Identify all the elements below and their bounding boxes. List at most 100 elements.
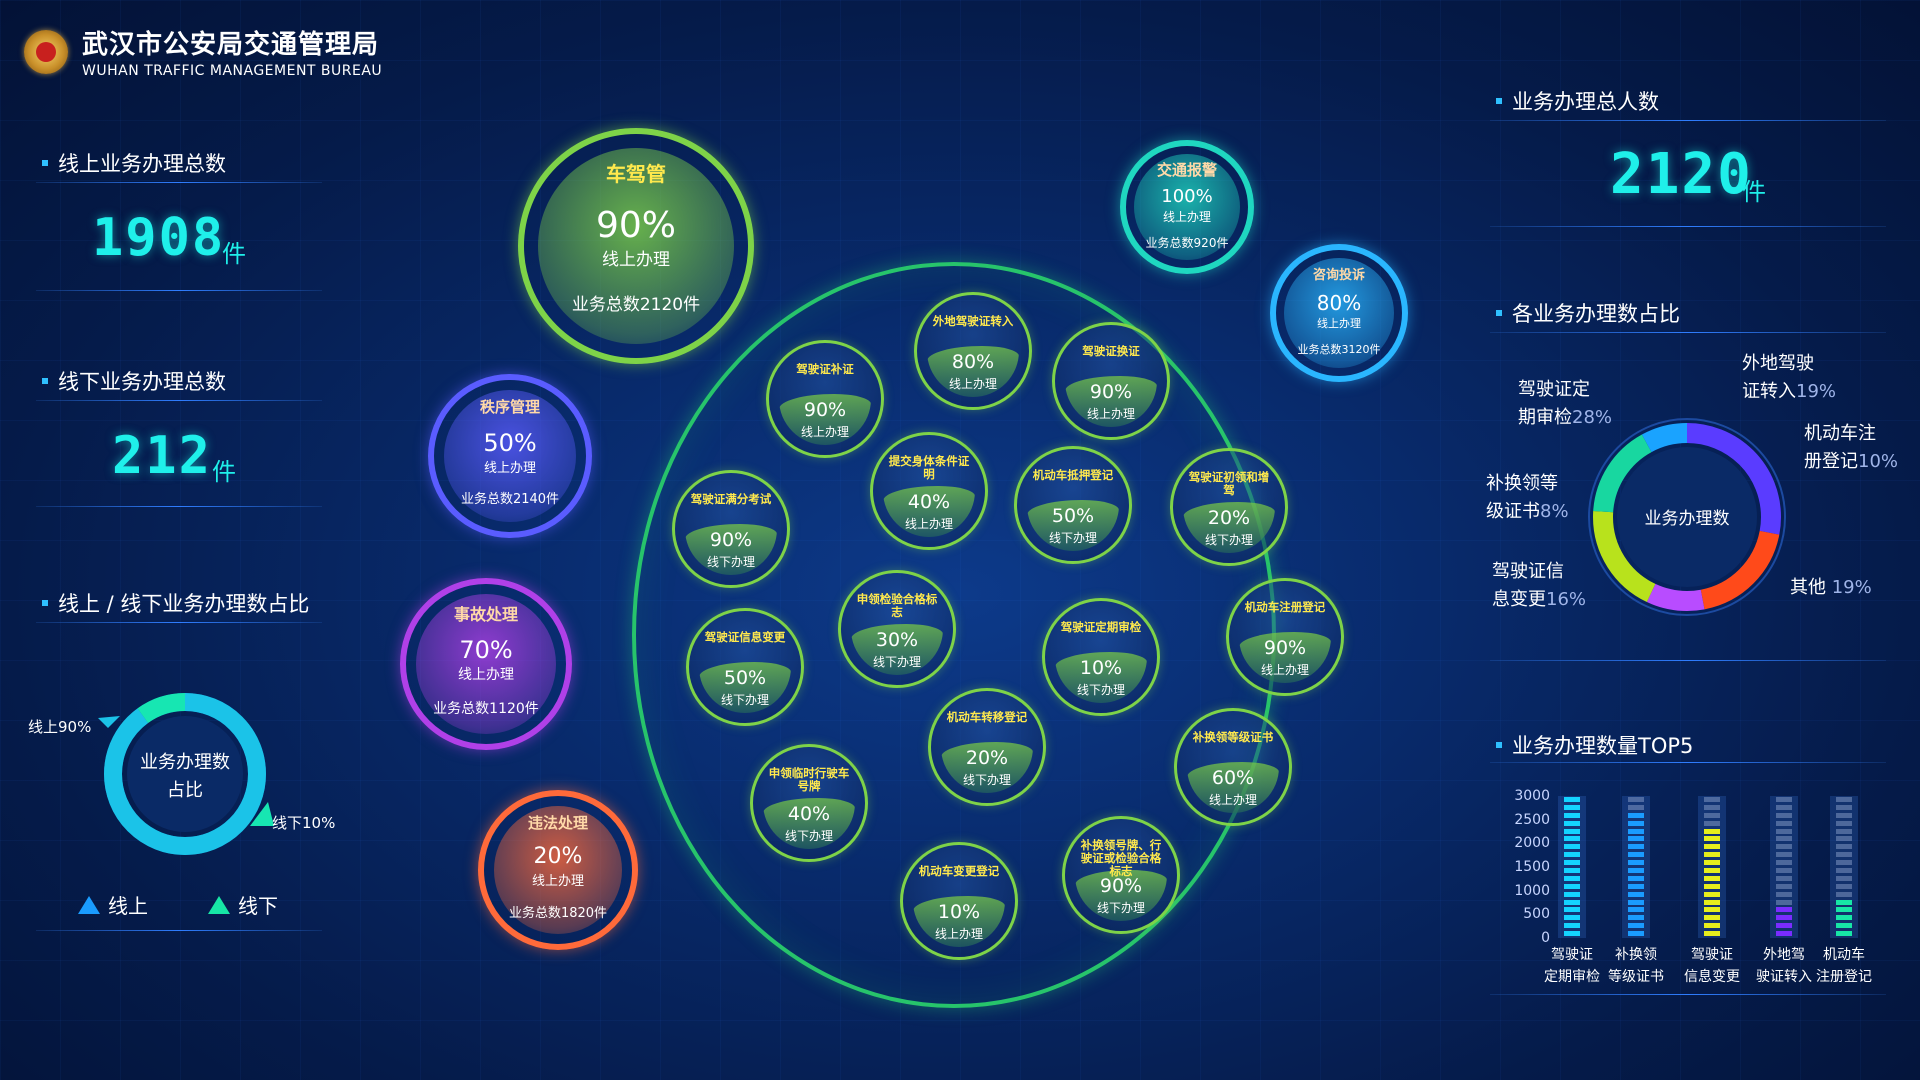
service-mode: 线下办理 xyxy=(706,555,755,569)
bar-segment xyxy=(1564,875,1580,881)
bar-segment xyxy=(1628,812,1644,818)
bar-track xyxy=(1698,796,1726,938)
share-segment xyxy=(1593,423,1781,611)
service-bubble[interactable]: 驾驶证换证 90% 线上办理 xyxy=(1052,322,1170,440)
bubble-fill xyxy=(763,757,855,849)
service-bubble[interactable]: 外地驾驶证转入 80% 线上办理 xyxy=(914,292,1032,410)
bar-segment xyxy=(1776,875,1792,881)
bar-segment xyxy=(1836,875,1852,881)
x-category-label: 驾驶证 信息变更 xyxy=(1684,947,1740,985)
bubble-fill xyxy=(941,701,1033,793)
bar-segment xyxy=(1836,820,1852,826)
bar-segment xyxy=(1564,860,1580,866)
online-total-label: 线上业务办理总数 xyxy=(58,152,226,176)
service-bubble[interactable]: 机动车抵押登记 50% 线下办理 xyxy=(1014,446,1132,564)
bubble-wave xyxy=(1239,632,1331,683)
bubble-wave xyxy=(927,346,1019,397)
total-people-value: 2120 xyxy=(1610,142,1753,207)
bar-segment xyxy=(1836,891,1852,897)
category-bubble[interactable]: 交通报警 100% 线上办理 业务总数920件 xyxy=(1120,140,1254,274)
service-bubble[interactable]: 提交身体条件证明 40% 线上办理 xyxy=(870,432,988,550)
service-bubble[interactable]: 驾驶证信息变更 50% 线下办理 xyxy=(686,608,804,726)
bar-segment xyxy=(1836,797,1852,802)
category-bubble[interactable]: 车驾管 90% 线上办理 业务总数2120件 xyxy=(518,128,754,364)
bar-segment xyxy=(1704,812,1720,818)
ratio-title: 线上 / 线下业务办理数占比 xyxy=(42,588,309,618)
service-title: 机动车转移登记 xyxy=(946,710,1028,724)
service-bubble[interactable]: 驾驶证初领和增驾 20% 线下办理 xyxy=(1170,448,1288,566)
x-category-label: 驾驶证 定期审检 xyxy=(1544,947,1600,985)
bubble-fill xyxy=(1027,459,1119,551)
service-bubble[interactable]: 补换领等级证书 60% 线上办理 xyxy=(1174,708,1292,826)
bubble-mode: 线上办理 xyxy=(602,249,670,270)
service-bubble[interactable]: 机动车转移登记 20% 线下办理 xyxy=(928,688,1046,806)
bar-segment xyxy=(1704,875,1720,881)
service-bubble[interactable]: 机动车注册登记 90% 线上办理 xyxy=(1226,578,1344,696)
service-bubble[interactable]: 申领检验合格标志 30% 线下办理 xyxy=(838,570,956,688)
category-bubble[interactable]: 事故处理 70% 线上办理 业务总数1120件 xyxy=(400,578,572,750)
bar-segment xyxy=(1836,812,1852,818)
service-bubble[interactable]: 驾驶证补证 90% 线上办理 xyxy=(766,340,884,458)
category-bubble[interactable]: 咨询投诉 80% 线上办理 业务总数3120件 xyxy=(1270,244,1408,382)
bullet-icon xyxy=(1496,98,1502,104)
bubble-fill xyxy=(1065,335,1157,427)
divider xyxy=(1490,660,1886,661)
bar-segment xyxy=(1628,907,1644,913)
bar-segment xyxy=(1776,812,1792,818)
service-bubble[interactable]: 补换领号牌、行驶证或检验合格标志 90% 线下办理 xyxy=(1062,816,1180,934)
y-tick-label: 2500 xyxy=(1514,811,1550,828)
bar-segment xyxy=(1628,891,1644,897)
service-bubble[interactable]: 驾驶证满分考试 90% 线下办理 xyxy=(672,470,790,588)
bubble-total: 业务总数1120件 xyxy=(433,700,539,717)
bubble-fill xyxy=(1284,258,1394,368)
bar-segment xyxy=(1564,836,1580,842)
bubble-fill xyxy=(699,621,791,713)
category-bubble[interactable]: 秩序管理 50% 线上办理 业务总数2140件 xyxy=(428,374,592,538)
service-mode: 线上办理 xyxy=(1208,793,1257,807)
header-logo: 武汉市公安局交通管理局 WUHAN TRAFFIC MANAGEMENT BUR… xyxy=(24,24,382,79)
service-title: 申领临时行驶车号牌 xyxy=(768,766,850,793)
share-label: 驾驶证信 息变更16% xyxy=(1492,561,1587,610)
police-emblem-icon xyxy=(24,29,68,74)
total-people-unit: 件 xyxy=(1742,178,1766,206)
service-mode: 线上办理 xyxy=(934,927,983,941)
bubble-mode: 线上办理 xyxy=(458,666,514,683)
bar-segment xyxy=(1704,891,1720,897)
service-percent: 90% xyxy=(1263,637,1307,659)
service-bubble[interactable]: 申领临时行驶车号牌 40% 线下办理 xyxy=(750,744,868,862)
service-percent: 40% xyxy=(787,803,831,825)
bar-segment xyxy=(1628,852,1644,858)
triangle-icon xyxy=(208,895,230,914)
bullet-icon xyxy=(42,378,48,384)
bubble-total: 业务总数2140件 xyxy=(460,492,560,508)
service-title: 机动车变更登记 xyxy=(918,864,1000,878)
bar-segment xyxy=(1776,844,1792,850)
service-mode: 线上办理 xyxy=(1260,663,1309,677)
service-percent: 50% xyxy=(1051,505,1095,527)
bar-segment xyxy=(1628,836,1644,842)
bar-segment xyxy=(1704,915,1720,921)
bullet-icon xyxy=(1496,310,1502,316)
service-bubble[interactable]: 驾驶证定期审检 10% 线下办理 xyxy=(1042,598,1160,716)
bubble-mode: 线上办理 xyxy=(531,874,584,889)
online-total-title: 线上业务办理总数 xyxy=(42,148,226,178)
bubble-wave xyxy=(883,486,975,537)
service-percent: 30% xyxy=(875,629,919,651)
bar-segment xyxy=(1564,820,1580,826)
bar-segment xyxy=(1836,836,1852,842)
category-bubble[interactable]: 违法处理 20% 线上办理 业务总数1820件 xyxy=(478,790,638,950)
donut-offline-segment xyxy=(104,693,266,855)
service-title: 申领检验合格标志 xyxy=(856,592,938,619)
bar-segment xyxy=(1836,868,1852,873)
bubble-wave xyxy=(913,896,1005,947)
online-offline-donut: 业务办理数 占比 xyxy=(98,693,274,855)
business-share-donut: 业务办理数 xyxy=(1588,418,1786,616)
offline-total-unit: 件 xyxy=(212,458,236,486)
service-title: 机动车注册登记 xyxy=(1244,600,1326,614)
bar-segment xyxy=(1776,899,1792,905)
share-segment xyxy=(1593,423,1781,611)
bubble-total: 业务总数2120件 xyxy=(571,294,701,315)
bar-track xyxy=(1770,796,1798,938)
service-bubble[interactable]: 机动车变更登记 10% 线上办理 xyxy=(900,842,1018,960)
header-title-cn: 武汉市公安局交通管理局 xyxy=(82,30,380,60)
